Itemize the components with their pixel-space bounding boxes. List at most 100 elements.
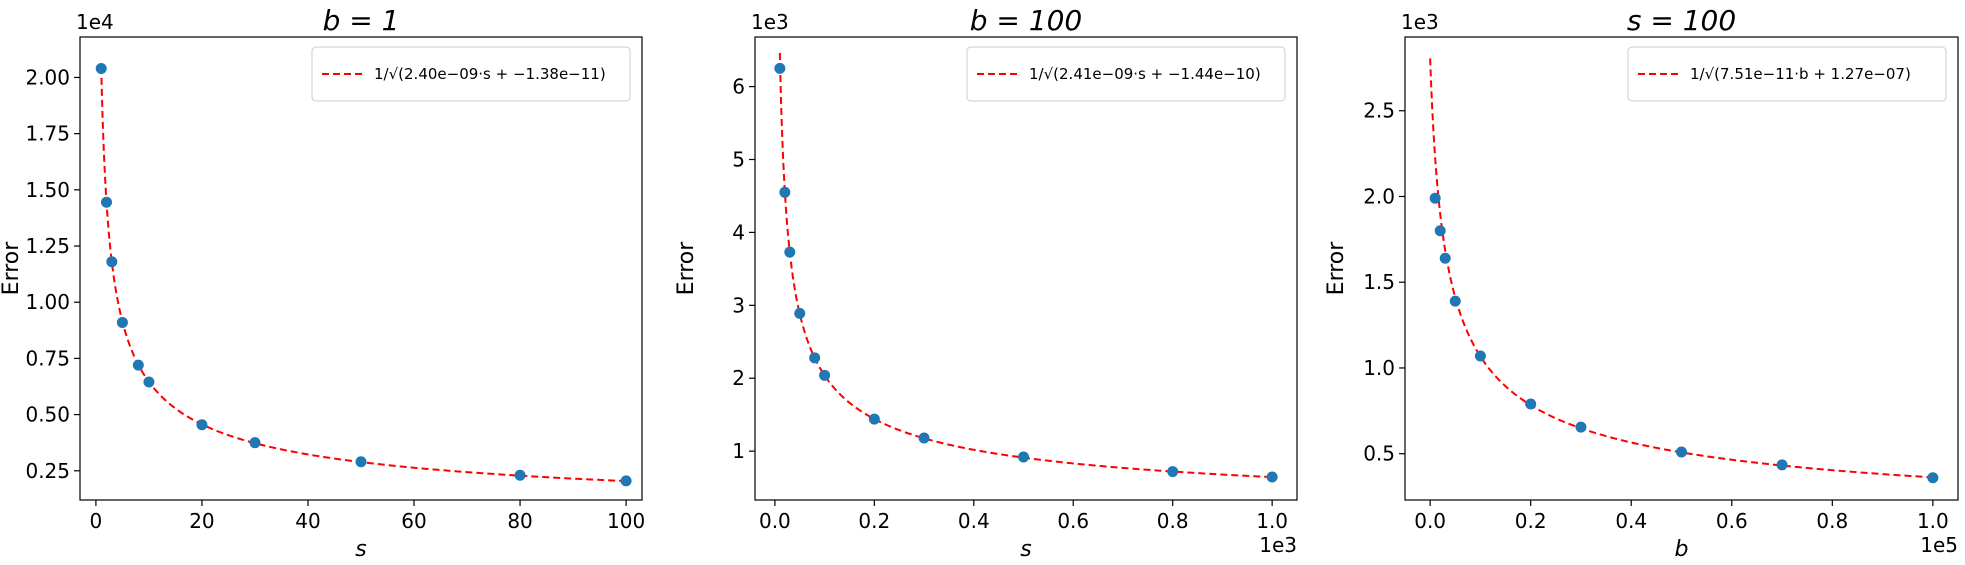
data-point	[196, 419, 208, 431]
fit-curve	[778, 52, 1273, 479]
data-point	[1439, 252, 1451, 264]
x-axis-label: s	[1020, 537, 1031, 562]
y-tick-label: 0.25	[25, 459, 70, 483]
chart-title: s = 100	[1627, 4, 1736, 37]
y-axis-label: Error	[674, 241, 699, 296]
fit-curve	[1429, 58, 1933, 479]
data-point	[1429, 192, 1441, 204]
data-point	[1434, 225, 1446, 237]
plot-frame	[1404, 36, 1959, 501]
x-tick-label: 60	[401, 509, 426, 533]
x-tick-label: 0.8	[1816, 509, 1848, 533]
x-tick-label: 0.0	[759, 509, 791, 533]
y-offset-label: 1e3	[1401, 10, 1439, 34]
data-point	[774, 62, 786, 74]
legend: 1/√(2.40e−09·s + −1.38e−11)	[311, 46, 631, 102]
data-point	[106, 256, 118, 268]
x-axis-label: b	[1675, 537, 1689, 562]
y-tick-label: 0.75	[25, 346, 70, 370]
chart-panel-3: s = 100 0.0 0.2 0.4 0.6 0.8 1.0 0.5 1.0 1.5 2.0 2.5…	[1324, 4, 1959, 562]
x-offset-label: 1e5	[1920, 533, 1958, 557]
chart-panel-2: b = 100 0.0 0.2 0.4 0.6 0.8 1.0 1 2 3 4 5 6 1e3 1e3 s Er…	[674, 4, 1298, 562]
x-tick-label: 40	[295, 509, 320, 533]
x-tick-label: 0.6	[1057, 509, 1089, 533]
data-point	[819, 369, 831, 381]
data-point	[1776, 459, 1788, 471]
y-tick-label: 3	[732, 293, 745, 317]
data-point	[132, 359, 144, 371]
y-tick-label: 6	[732, 75, 745, 99]
x-tick-label: 0.8	[1157, 509, 1189, 533]
legend-label: 1/√(2.40e−09·s + −1.38e−11)	[374, 65, 606, 83]
data-point	[1525, 398, 1537, 410]
data-point	[809, 352, 821, 364]
legend-box	[966, 46, 1286, 102]
legend-label: 1/√(7.51e−11·b + 1.27e−07)	[1690, 65, 1911, 83]
data-point	[918, 432, 930, 444]
data-point	[1018, 451, 1030, 463]
data-point	[116, 316, 128, 328]
data-point	[1167, 466, 1179, 478]
y-tick-label: 2	[732, 366, 745, 390]
y-axis-label: Error	[0, 241, 24, 296]
data-point	[779, 186, 791, 198]
data-point	[101, 196, 113, 208]
y-axis-label: Error	[1324, 241, 1349, 296]
y-tick-label: 1.25	[25, 234, 70, 258]
legend-label: 1/√(2.41e−09·s + −1.44e−10)	[1029, 65, 1261, 83]
data-point	[1266, 471, 1278, 483]
plot-frame	[754, 36, 1298, 501]
y-tick-label: 1.00	[25, 290, 70, 314]
data-point	[249, 437, 261, 449]
y-tick-label: 4	[732, 220, 745, 244]
y-tick-label: 0.5	[1363, 442, 1395, 466]
x-tick-label: 100	[607, 509, 645, 533]
y-tick-label: 2.5	[1363, 99, 1395, 123]
data-point	[1575, 421, 1587, 433]
x-tick-label: 0.6	[1716, 509, 1748, 533]
data-point	[514, 469, 526, 481]
x-tick-label: 0	[90, 509, 103, 533]
legend: 1/√(7.51e−11·b + 1.27e−07)	[1627, 46, 1947, 102]
chart-title: b = 100	[970, 4, 1082, 37]
plot-frame	[79, 36, 643, 501]
y-offset-label: 1e3	[751, 10, 789, 34]
data-point	[1927, 472, 1939, 484]
x-tick-label: 0.0	[1414, 509, 1446, 533]
data-point	[784, 246, 796, 258]
data-point	[143, 376, 155, 388]
data-point	[794, 307, 806, 319]
data-point	[868, 413, 880, 425]
x-offset-label: 1e3	[1259, 533, 1297, 557]
chart-panel-1: b = 1 0 20 40 60 80 100 0.25 0.50 0.75 1.00 1.25 1.5…	[0, 4, 645, 562]
x-tick-label: 20	[189, 509, 214, 533]
legend-box	[1627, 46, 1947, 102]
y-tick-label: 0.50	[25, 403, 70, 427]
data-point	[1449, 295, 1461, 307]
y-tick-label: 2.0	[1363, 184, 1395, 208]
data-point	[95, 62, 107, 74]
x-tick-label: 0.4	[958, 509, 990, 533]
y-tick-label: 1.50	[25, 178, 70, 202]
legend: 1/√(2.41e−09·s + −1.44e−10)	[966, 46, 1286, 102]
y-offset-label: 1e4	[76, 10, 114, 34]
x-tick-label: 0.2	[1515, 509, 1547, 533]
x-tick-label: 1.0	[1917, 509, 1949, 533]
legend-box	[311, 46, 631, 102]
data-point	[1676, 446, 1687, 458]
y-tick-label: 1	[732, 439, 745, 463]
y-tick-label: 1.75	[25, 122, 70, 146]
data-point	[1474, 350, 1486, 362]
y-tick-label: 1.5	[1363, 270, 1395, 294]
x-tick-label: 1.0	[1256, 509, 1288, 533]
y-tick-label: 2.00	[25, 65, 70, 89]
x-tick-label: 0.2	[858, 509, 890, 533]
x-tick-label: 0.4	[1615, 509, 1647, 533]
x-axis-label: s	[355, 537, 366, 562]
chart-title: b = 1	[323, 4, 400, 37]
y-tick-label: 5	[732, 147, 745, 171]
x-tick-label: 80	[507, 509, 532, 533]
data-point	[620, 475, 632, 487]
y-tick-label: 1.0	[1363, 356, 1395, 380]
